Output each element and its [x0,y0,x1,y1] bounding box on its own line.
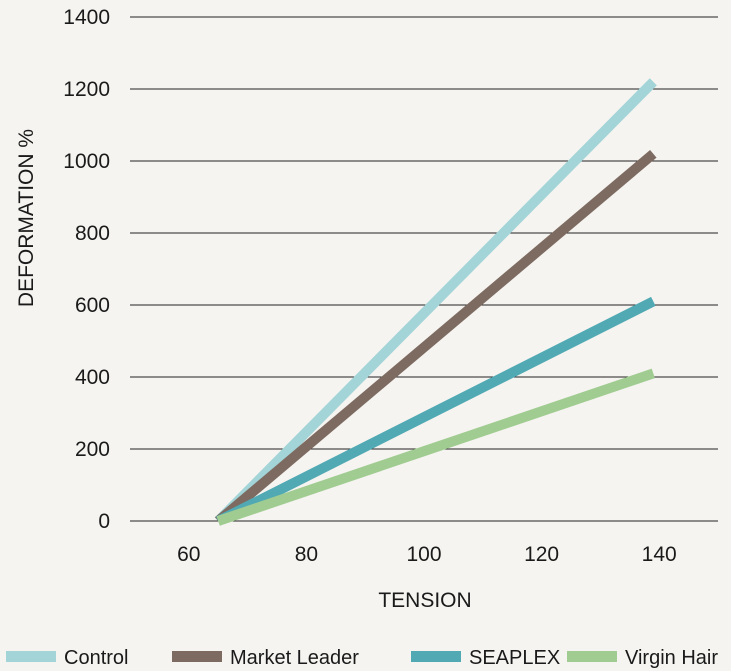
legend-item-seaplex: SEAPLEX [411,647,560,669]
legend-item-virgin-hair: Virgin Hair [567,647,718,669]
legend-swatch [411,651,461,662]
y-axis-ticks: 0 200 400 600 800 1000 1200 1400 [63,6,110,533]
x-tick-label: 60 [177,543,200,566]
y-tick-label: 1000 [63,150,110,173]
grid-lines [130,16,718,522]
y-tick-label: 1400 [63,6,110,29]
x-tick-label: 120 [524,543,559,566]
legend-swatch [6,651,56,662]
legend-label: SEAPLEX [469,647,560,669]
legend-label: Control [64,647,128,669]
y-tick-label: 0 [98,510,110,533]
series-line-control [214,78,657,525]
y-tick-label: 1200 [63,78,110,101]
y-tick-label: 800 [75,222,110,245]
legend-item-market-leader: Market Leader [172,647,359,669]
y-axis-title: DEFORMATION % [15,129,38,307]
series-line-seaplex [215,296,656,526]
x-axis-title: TENSION [378,589,471,612]
legend-label: Virgin Hair [625,647,718,669]
x-tick-label: 80 [295,543,318,566]
y-tick-label: 400 [75,366,110,389]
series-lines [214,78,657,526]
legend-label: Market Leader [230,647,359,669]
x-tick-label: 140 [642,543,677,566]
legend-swatch [172,651,222,662]
y-tick-label: 200 [75,438,110,461]
y-tick-label: 600 [75,294,110,317]
legend-item-control: Control [6,647,128,669]
x-axis-ticks: 60 80 100 120 140 [177,543,677,566]
series-line-virgin-hair [216,368,655,526]
x-tick-label: 100 [406,543,441,566]
series-line-market-leader [214,149,657,525]
legend-swatch [567,651,617,662]
legend: Control Market Leader SEAPLEX Virgin Hair [6,647,718,669]
